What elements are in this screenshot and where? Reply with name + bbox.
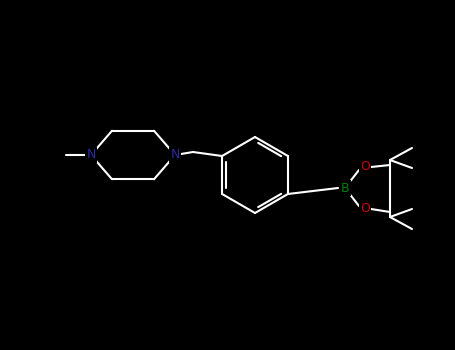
Text: N: N xyxy=(86,148,96,161)
Text: N: N xyxy=(170,148,180,161)
Text: O: O xyxy=(360,161,370,174)
Text: B: B xyxy=(341,182,349,195)
Text: O: O xyxy=(360,203,370,216)
